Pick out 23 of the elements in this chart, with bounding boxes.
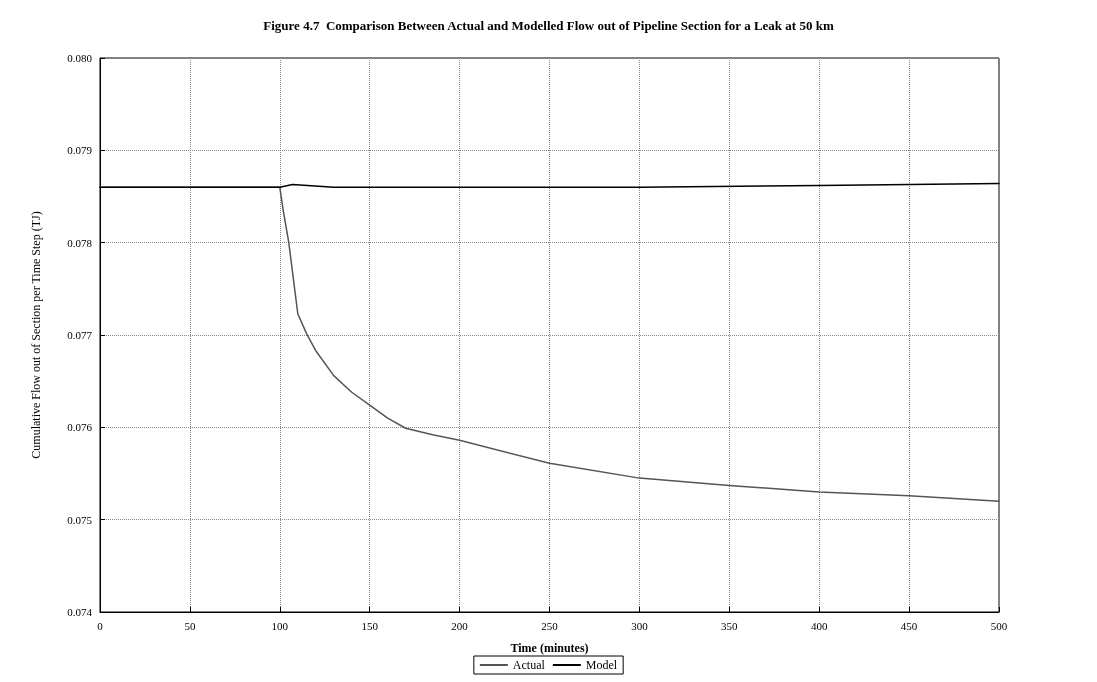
y-tick-label: 0.074 [67, 606, 93, 618]
y-axis-title: Cumulative Flow out of Section per Time Step (TJ) [29, 211, 43, 459]
x-tick-label: 350 [721, 619, 739, 632]
x-tick-label: 50 [184, 619, 196, 632]
x-tick-label: 100 [271, 619, 289, 632]
y-tick-label: 0.076 [67, 421, 93, 434]
y-tick-label: 0.079 [67, 144, 93, 157]
x-tick-label: 400 [810, 619, 828, 632]
y-tick-label: 0.077 [67, 329, 93, 341]
chart-title: Figure 4.7 Comparison Between Actual and Modelled Flow out of Pipeline Section for a Leak at 50 km [263, 18, 834, 33]
x-tick-label: 500 [990, 619, 1008, 632]
x-axis-title: Time (minutes) [510, 641, 589, 655]
x-tick-label: 150 [361, 619, 379, 632]
legend-label: Model [585, 658, 618, 672]
x-tick-label: 200 [451, 619, 469, 632]
x-tick-label: 250 [541, 619, 559, 632]
y-tick-label: 0.075 [67, 513, 93, 526]
x-tick-label: 450 [900, 619, 918, 632]
y-tick-label: 0.078 [67, 236, 93, 249]
legend-label: Actual [512, 658, 546, 672]
y-tick-label: 0.080 [67, 52, 93, 64]
x-tick-label: 300 [631, 619, 649, 632]
x-tick-label: 0 [97, 619, 104, 632]
